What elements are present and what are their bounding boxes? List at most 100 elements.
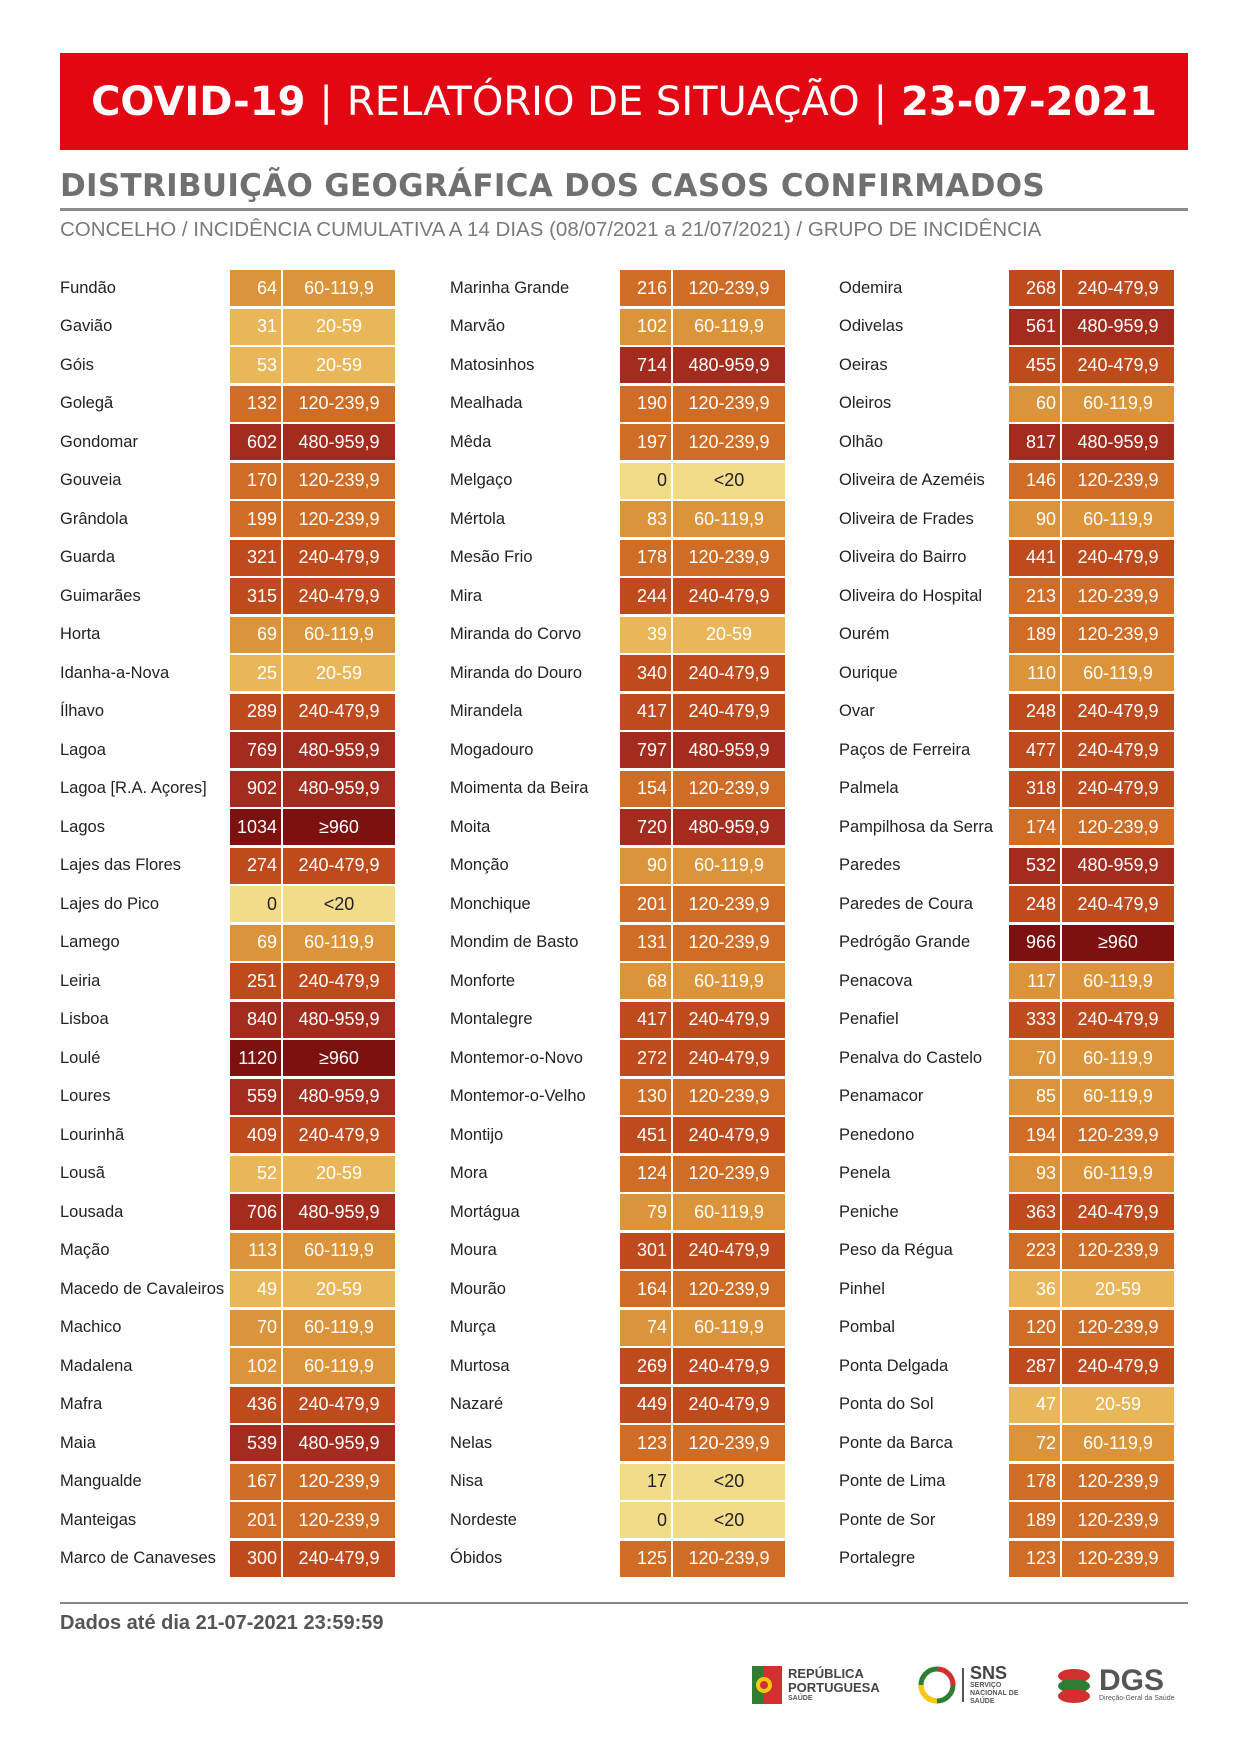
banner-separator-1: |	[319, 78, 333, 125]
municipality-name: Ílhavo	[60, 702, 105, 720]
incidence-value: 68	[620, 963, 671, 999]
sns-full-name: SERVIÇO NACIONAL DE SAÚDE	[970, 1682, 1019, 1705]
incidence-group: 240-479,9	[1062, 347, 1174, 383]
municipality-name: Madalena	[60, 1356, 133, 1375]
municipality-name: Marco de Canaveses	[60, 1549, 216, 1567]
incidence-value: 248	[1009, 886, 1060, 922]
municipality-row: Oleiros 60 60-119,9	[839, 385, 1189, 425]
municipality-row: Paredes 532 480-959,9	[839, 847, 1189, 887]
incidence-group: 480-959,9	[283, 1425, 395, 1461]
dgs-logo: DGS Direção-Geral da Saúde	[1055, 1660, 1175, 1710]
municipality-name: Guarda	[60, 548, 116, 566]
incidence-group: 20-59	[1062, 1386, 1174, 1423]
incidence-value: 102	[620, 308, 671, 345]
incidence-value: 70	[1009, 1040, 1060, 1076]
incidence-value: 113	[230, 1232, 281, 1269]
incidence-value: 189	[1009, 1502, 1060, 1538]
incidence-group: 240-479,9	[1062, 539, 1174, 576]
incidence-group: 480-959,9	[283, 1001, 395, 1038]
municipality-row: Monforte 68 60-119,9	[450, 963, 800, 1002]
municipality-row: Pombal 120 120-239,9	[839, 1309, 1189, 1349]
incidence-value: 31	[230, 308, 281, 345]
incidence-value: 477	[1009, 732, 1060, 768]
incidence-group: 240-479,9	[1062, 1194, 1174, 1230]
municipality-row: Penela 93 60-119,9	[839, 1155, 1189, 1195]
incidence-value: 70	[230, 1309, 281, 1346]
incidence-value: 47	[1009, 1386, 1060, 1423]
incidence-value: 131	[620, 924, 671, 961]
incidence-value: 197	[620, 424, 671, 460]
incidence-group: 120-239,9	[673, 886, 785, 922]
municipality-row: Nazaré 449 240-479,9	[450, 1386, 800, 1426]
incidence-value: 340	[620, 655, 671, 691]
incidence-group: 60-119,9	[283, 924, 395, 961]
incidence-value: 17	[620, 1463, 671, 1500]
municipality-row: Mira 244 240-479,9	[450, 578, 800, 617]
incidence-group: 480-959,9	[673, 347, 785, 383]
incidence-value: 132	[230, 385, 281, 422]
incidence-value: 52	[230, 1155, 281, 1192]
municipality-row: Lisboa 840 480-959,9	[60, 1001, 410, 1041]
incidence-group: 120-239,9	[673, 424, 785, 460]
municipality-row: Gondomar 602 480-959,9	[60, 424, 410, 463]
municipality-row: Moura 301 240-479,9	[450, 1232, 800, 1272]
incidence-value: 769	[230, 732, 281, 768]
municipality-row: Lagos 1034 ≥960	[60, 809, 410, 848]
municipality-name: Mesão Frio	[450, 548, 533, 566]
incidence-value: 74	[620, 1309, 671, 1346]
municipality-row: Montijo 451 240-479,9	[450, 1117, 800, 1156]
municipality-name: Gavião	[60, 317, 113, 335]
municipality-name: Palmela	[839, 779, 899, 797]
municipality-name: Mafra	[60, 1395, 103, 1413]
municipality-name: Nisa	[450, 1472, 484, 1490]
municipality-name: Mêda	[450, 432, 492, 451]
incidence-value: 123	[620, 1425, 671, 1461]
municipality-name: Pinhel	[839, 1279, 885, 1298]
incidence-group: 60-119,9	[283, 1348, 395, 1384]
incidence-group: 60-119,9	[283, 270, 395, 306]
municipality-name: Ponta do Sol	[839, 1395, 934, 1413]
incidence-group: 120-239,9	[673, 1078, 785, 1115]
incidence-group: 120-239,9	[1062, 578, 1174, 614]
municipality-name: Olhão	[839, 432, 884, 451]
municipality-name: Penamacor	[839, 1087, 924, 1105]
municipality-row: Ponta do Sol 47 20-59	[839, 1386, 1189, 1426]
incidence-group: 20-59	[283, 1155, 395, 1192]
municipality-row: Monção 90 60-119,9	[450, 847, 800, 887]
incidence-group: 240-479,9	[673, 1117, 785, 1153]
incidence-value: 39	[620, 616, 671, 653]
municipality-row: Mirandela 417 240-479,9	[450, 693, 800, 733]
municipality-name: Odemira	[839, 278, 903, 297]
municipality-name: Paredes de Coura	[839, 894, 973, 913]
municipality-row: Odemira 268 240-479,9	[839, 270, 1189, 309]
municipality-row: Manteigas 201 120-239,9	[60, 1502, 410, 1541]
banner-separator-2: |	[873, 78, 888, 125]
incidence-group: 240-479,9	[1062, 770, 1174, 807]
municipality-row: Lousã 52 20-59	[60, 1155, 410, 1195]
incidence-value: 199	[230, 501, 281, 537]
incidence-group: 60-119,9	[673, 501, 785, 537]
incidence-value: 190	[620, 385, 671, 422]
incidence-group: 480-959,9	[283, 732, 395, 768]
municipality-name: Guimarães	[60, 586, 141, 605]
incidence-value: 966	[1009, 924, 1060, 961]
municipality-name: Lourinhã	[60, 1125, 125, 1144]
municipality-name: Matosinhos	[450, 355, 535, 374]
incidence-group: 120-239,9	[673, 924, 785, 961]
municipality-name: Lousã	[60, 1164, 105, 1182]
incidence-value: 178	[1009, 1463, 1060, 1500]
incidence-value: 321	[230, 539, 281, 576]
incidence-value: 178	[620, 539, 671, 576]
sns-emblem-icon	[918, 1666, 956, 1704]
incidence-value: 90	[620, 847, 671, 884]
incidence-value: 451	[620, 1117, 671, 1153]
municipality-row: Guarda 321 240-479,9	[60, 539, 410, 579]
incidence-group: 480-959,9	[1062, 308, 1174, 345]
municipality-name: Oleiros	[839, 394, 892, 412]
municipality-name: Marvão	[450, 317, 506, 335]
municipality-name: Oliveira de Frades	[839, 509, 974, 528]
municipality-name: Ponta Delgada	[839, 1356, 949, 1375]
incidence-group: 60-119,9	[283, 1309, 395, 1346]
incidence-value: 0	[230, 886, 281, 922]
incidence-value: 194	[1009, 1117, 1060, 1153]
